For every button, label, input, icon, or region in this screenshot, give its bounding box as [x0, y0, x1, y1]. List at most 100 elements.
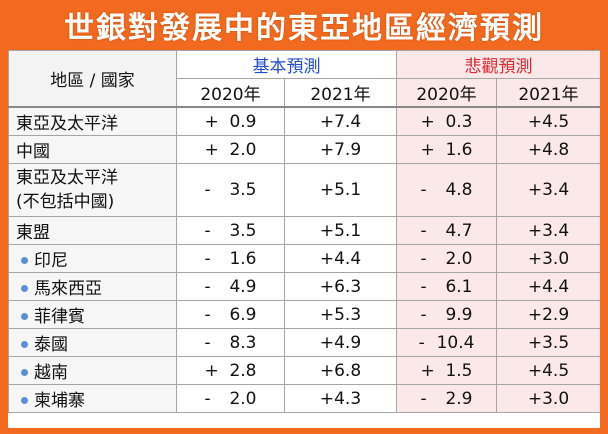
region-name: 越南 — [34, 363, 68, 383]
forecast-table: 地區 / 國家 基本預測 悲觀預測 2020年 2021年 2020年 2021… — [8, 50, 600, 413]
pessimistic-2020-sign: - — [420, 276, 427, 297]
bullet-dot-icon — [21, 312, 28, 320]
pessimistic-2020-cell: +1.6 — [396, 135, 497, 164]
baseline-2020-value: 3.5 — [229, 220, 257, 241]
baseline-2020-cell: -3.5 — [176, 216, 285, 245]
baseline-2020-sign: + — [204, 360, 219, 381]
pessimistic-2021-value: +3.4 — [527, 180, 570, 200]
table-row: 中國 +2.0 +7.9 +1.6 +4.8 — [8, 135, 600, 164]
baseline-2020-sign: + — [204, 139, 219, 160]
pessimistic-2020-sign: - — [420, 180, 427, 200]
year-header-pessimistic-2020: 2020年 — [396, 78, 497, 108]
region-name: 東亞及太平洋 — [16, 114, 118, 134]
baseline-2020-sign: - — [204, 304, 211, 325]
region-name: 印尼 — [34, 251, 68, 271]
region-name: 馬來西亞 — [34, 279, 102, 299]
pessimistic-2020-cell: -2.9 — [396, 384, 497, 413]
baseline-2021-cell: +6.3 — [284, 272, 397, 301]
baseline-2021-cell: +5.1 — [284, 163, 397, 217]
pessimistic-2020-value: 1.5 — [445, 360, 473, 381]
pessimistic-2021-value: +3.0 — [527, 388, 570, 409]
pessimistic-group-header: 悲觀預測 — [396, 50, 600, 79]
table-row: 東盟 -3.5 +5.1 -4.7 +3.4 — [8, 216, 600, 245]
baseline-2021-value: +5.1 — [319, 180, 362, 200]
region-name-cell: 東盟 — [8, 216, 177, 245]
baseline-2020-value: 8.3 — [229, 332, 257, 353]
region-name: 東亞及太平洋 — [16, 168, 118, 188]
baseline-2021-cell: +4.3 — [284, 384, 397, 413]
baseline-2020-cell: -8.3 — [176, 328, 285, 357]
table-row: 越南 +2.8 +6.8 +1.5 +4.5 — [8, 356, 600, 385]
table-row: 泰國 -8.3 +4.9 - 10.4 +3.5 — [8, 328, 600, 357]
pessimistic-2021-cell: +3.4 — [496, 216, 600, 245]
year-header-baseline-2020: 2020年 — [176, 78, 285, 108]
year-header-pessimistic-2021: 2021年 — [496, 78, 600, 108]
baseline-2020-cell: -2.0 — [176, 384, 285, 413]
year-header-baseline-2021: 2021年 — [284, 78, 397, 108]
baseline-2020-cell: -1.6 — [176, 244, 285, 273]
pessimistic-2020-sign: - — [420, 388, 427, 409]
region-name-cell: 東亞及太平洋 — [8, 106, 177, 136]
table-row: 東亞及太平洋 +0.9 +7.4 +0.3 +4.5 — [8, 106, 600, 136]
pessimistic-2021-value: +3.4 — [527, 220, 570, 241]
region-name: 中國 — [16, 142, 50, 162]
baseline-2020-value: 0.9 — [229, 111, 257, 132]
baseline-2020-cell: +0.9 — [176, 106, 285, 136]
pessimistic-2020-cell: +0.3 — [396, 106, 497, 136]
bullet-dot-icon — [21, 284, 28, 292]
baseline-2021-cell: +7.9 — [284, 135, 397, 164]
pessimistic-2021-value: +4.5 — [527, 111, 570, 132]
pessimistic-2021-cell: +4.8 — [496, 135, 600, 164]
pessimistic-2020-cell: -6.1 — [396, 272, 497, 301]
baseline-2020-sign: - — [204, 332, 211, 353]
pessimistic-2021-cell: +3.4 — [496, 163, 600, 217]
baseline-2020-sign: - — [204, 248, 211, 269]
pessimistic-2020-sign: - — [420, 220, 427, 241]
baseline-2021-cell: +7.4 — [284, 106, 397, 136]
pessimistic-2020-value: 4.7 — [445, 220, 473, 241]
region-name-cell: 中國 — [8, 135, 177, 164]
region-name: 泰國 — [34, 335, 68, 355]
pessimistic-2020-cell: +1.5 — [396, 356, 497, 385]
pessimistic-2021-value: +4.8 — [527, 139, 570, 160]
baseline-2021-value: +5.3 — [319, 304, 362, 325]
table-row: 東亞及太平洋 (不包括中國) - 3.5 +5.1 -4.8 +3.4 — [8, 163, 600, 217]
pessimistic-2021-cell: +3.0 — [496, 244, 600, 273]
baseline-2021-cell: +6.8 — [284, 356, 397, 385]
baseline-2020-value: 2.0 — [229, 388, 257, 409]
baseline-2021-value: +7.9 — [319, 139, 362, 160]
pessimistic-2021-cell: +3.0 — [496, 384, 600, 413]
baseline-2021-cell: +5.3 — [284, 300, 397, 329]
bullet-dot-icon — [21, 368, 28, 376]
pessimistic-2021-cell: +4.5 — [496, 356, 600, 385]
table-row: 馬來西亞 -4.9 +6.3 -6.1 +4.4 — [8, 272, 600, 301]
pessimistic-2020-value: 2.9 — [445, 388, 473, 409]
region-name-cell: 印尼 — [8, 244, 177, 273]
region-name: 菲律賓 — [34, 307, 85, 327]
region-name-cell: 越南 — [8, 356, 177, 385]
baseline-2021-value: +4.4 — [319, 248, 362, 269]
baseline-2020-cell: -4.9 — [176, 272, 285, 301]
baseline-2020-cell: +2.8 — [176, 356, 285, 385]
pessimistic-2021-cell: +2.9 — [496, 300, 600, 329]
pessimistic-2020-value: 10.4 — [436, 332, 475, 353]
pessimistic-2021-cell: +3.5 — [496, 328, 600, 357]
baseline-2020-value: 3.5 — [229, 180, 257, 200]
table-row: 柬埔寨 -2.0 +4.3 -2.9 +3.0 — [8, 384, 600, 413]
region-name-line2: (不包括中國) — [16, 192, 115, 212]
bullet-dot-icon — [21, 256, 28, 264]
pessimistic-2021-value: +4.4 — [527, 276, 570, 297]
baseline-2021-cell: +4.9 — [284, 328, 397, 357]
baseline-2021-value: +4.9 — [319, 332, 362, 353]
baseline-2020-value: 2.0 — [229, 139, 257, 160]
baseline-2021-value: +4.3 — [319, 388, 362, 409]
pessimistic-2020-sign: - — [420, 248, 427, 269]
baseline-2020-value: 6.9 — [229, 304, 257, 325]
pessimistic-2020-value: 4.8 — [445, 180, 473, 200]
pessimistic-2020-value: 1.6 — [445, 139, 473, 160]
pessimistic-2020-cell: -4.8 — [396, 163, 497, 217]
baseline-2020-cell: +2.0 — [176, 135, 285, 164]
baseline-2020-cell: -6.9 — [176, 300, 285, 329]
baseline-2020-value: 2.8 — [229, 360, 257, 381]
